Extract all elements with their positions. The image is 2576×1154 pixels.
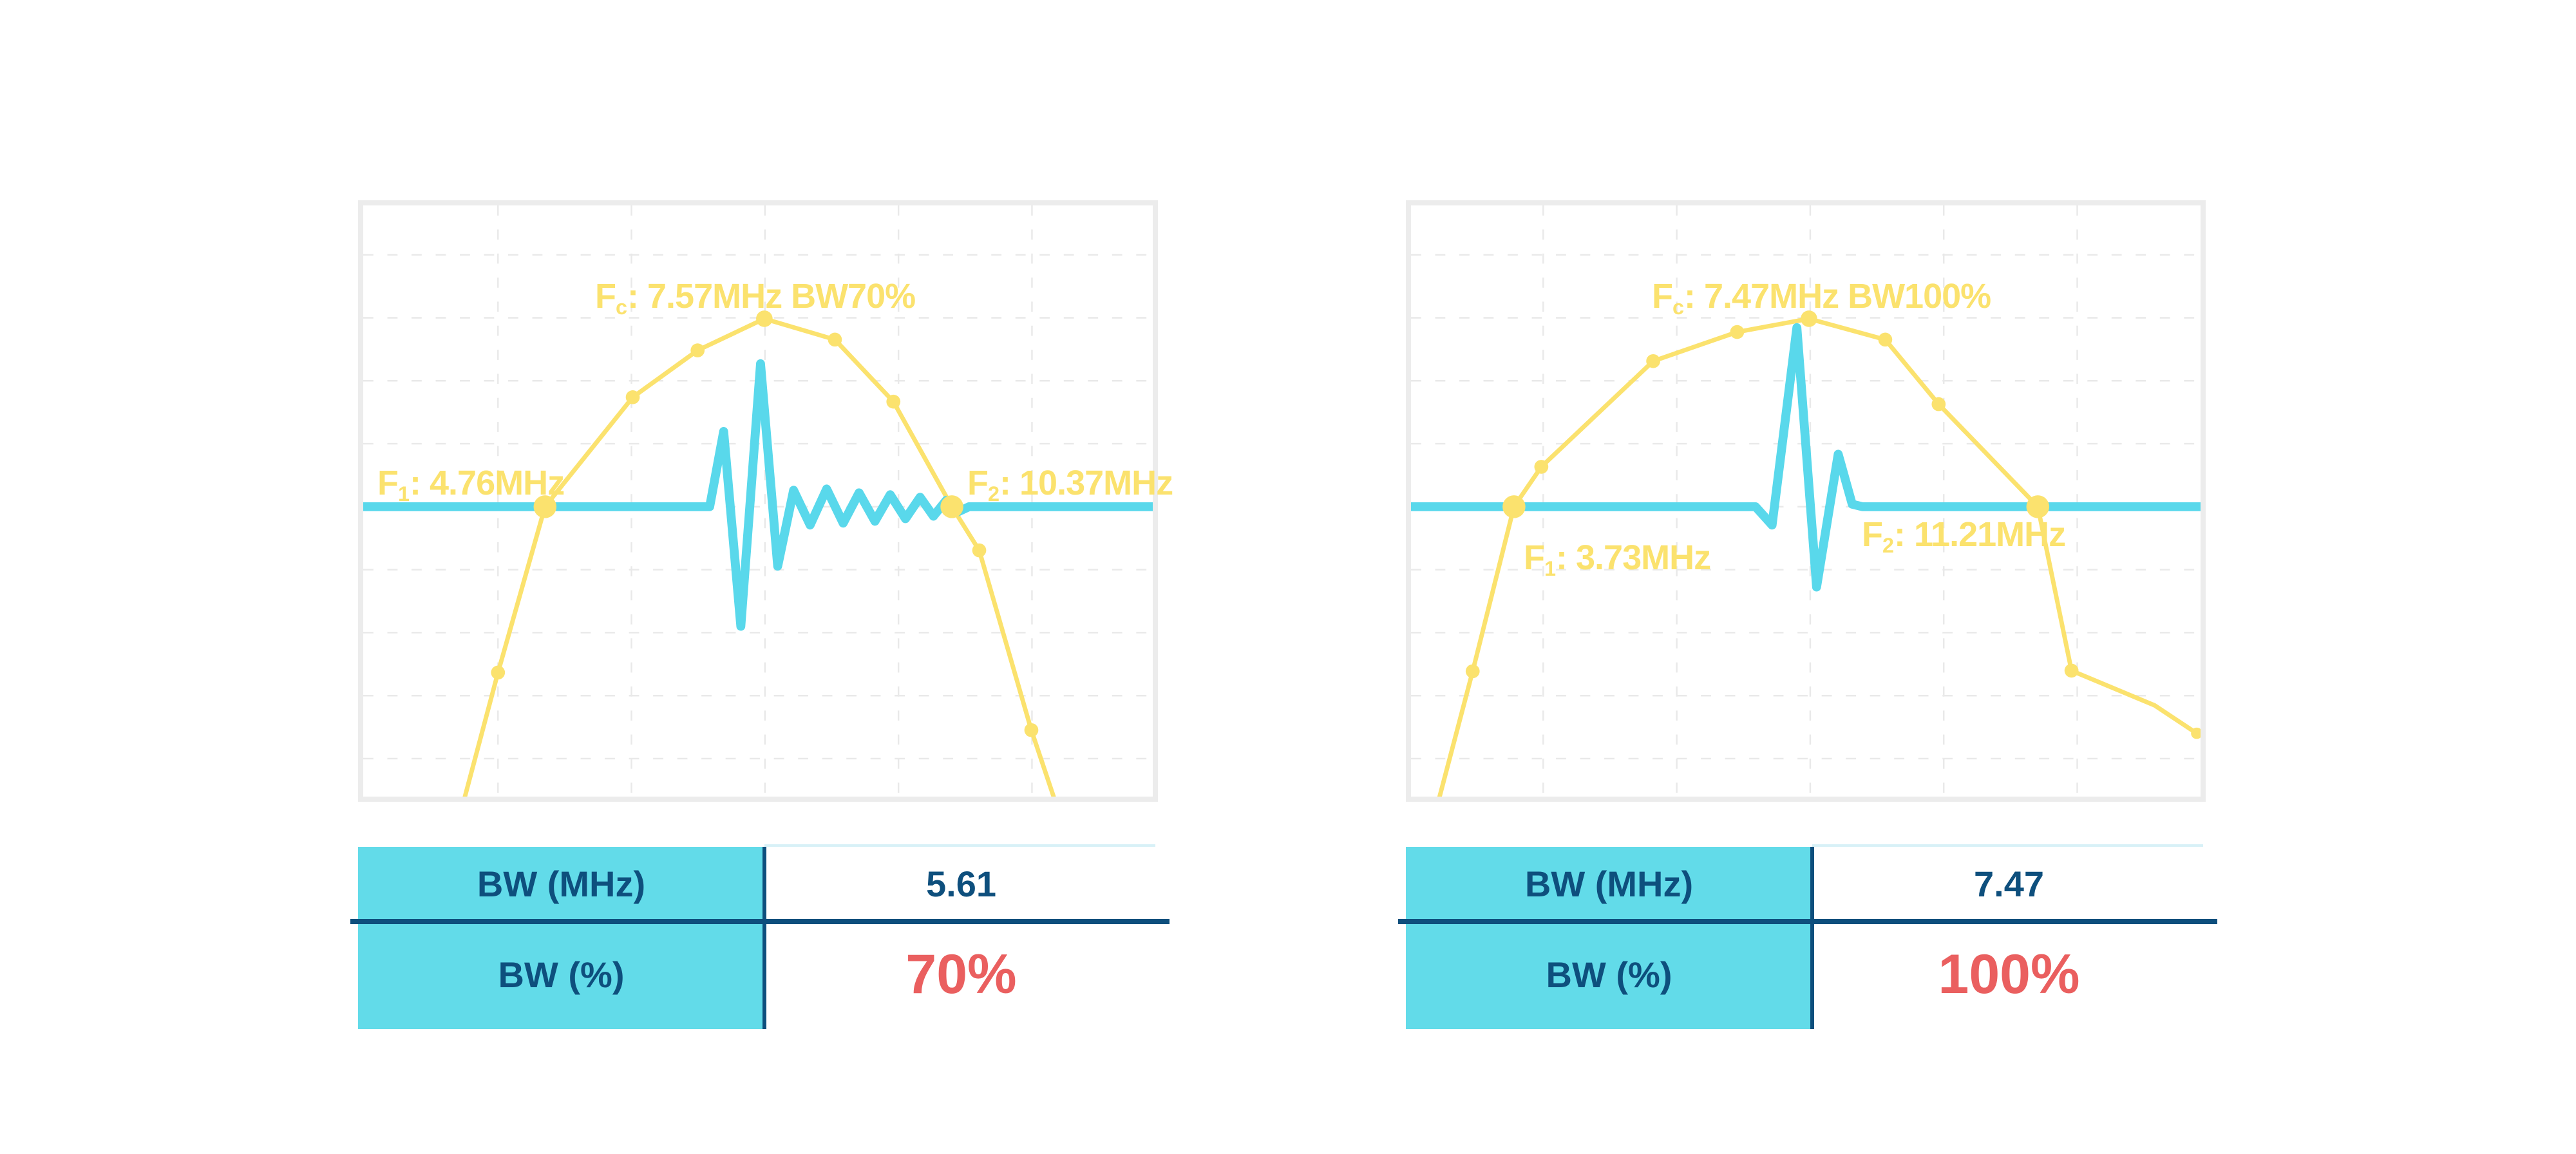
f2-label-rest: : 11.21MHz — [1894, 515, 2066, 554]
f1-label-main: F — [1524, 538, 1545, 577]
bw-pct-value-cell: 70% — [905, 943, 1017, 1005]
f1-label-sub: 1 — [398, 482, 410, 506]
fc-label-sub: c — [1672, 295, 1685, 319]
table-row: BW (MHz) 5.61 — [358, 847, 1158, 920]
f1-annotation: F1: 4.76MHz — [377, 464, 565, 505]
data-point-marker — [1878, 332, 1893, 347]
bw-pct-value-cell: 100% — [1938, 943, 2080, 1005]
fc-annotation: Fc: 7.57MHz BW70% — [595, 277, 916, 319]
f2-label-main: F — [1862, 515, 1883, 554]
bw-mhz-value-cell: 7.47 — [1974, 863, 2044, 904]
f1-label-main: F — [377, 464, 399, 502]
table-top-accent-line — [764, 844, 1155, 847]
data-point-marker — [2191, 727, 2201, 739]
spectrum-pulse-plot-left — [363, 205, 1153, 797]
table-top-accent-line — [1812, 844, 2203, 847]
data-point-marker — [1465, 664, 1480, 679]
bw-mhz-label-cell: BW (MHz) — [1406, 847, 1812, 920]
spectrum-line — [462, 316, 1056, 797]
bw-table-left: BW (MHz) 5.61 BW (%) 70% — [350, 844, 1170, 1029]
chart-panel-left: Fc: 7.57MHz BW70% F1: 4.76MHz F2: 10.37M… — [358, 200, 1173, 802]
f2-annotation: F2: 11.21MHz — [1862, 515, 2066, 557]
table-column-divider — [1810, 847, 1814, 1029]
bw-mhz-value-cell: 5.61 — [926, 863, 996, 904]
data-point-marker — [491, 665, 506, 680]
f2-label-rest: : 10.37MHz — [999, 464, 1173, 502]
fc-label-main: F — [595, 277, 616, 316]
data-point-marker — [1801, 310, 1817, 327]
f1-label-rest: : 3.73MHz — [1556, 538, 1711, 577]
data-point-marker — [1024, 723, 1039, 737]
data-point-marker — [756, 310, 773, 327]
data-point-marker — [1931, 397, 1946, 411]
table-column-divider — [762, 847, 766, 1029]
data-point-marker — [1534, 460, 1549, 474]
data-point-marker — [1502, 495, 1526, 518]
table-row: BW (%) 70% — [358, 920, 1158, 1029]
f2-label-sub: 2 — [988, 482, 1000, 506]
data-point-marker — [690, 343, 705, 357]
data-point-marker — [1646, 354, 1660, 368]
data-point-marker — [2064, 663, 2079, 678]
pulse-line — [1411, 323, 2201, 592]
table-row: BW (MHz) 7.47 — [1406, 847, 2206, 920]
f2-label-sub: 2 — [1882, 533, 1895, 557]
spectrum-pulse-plot-right — [1411, 205, 2201, 797]
table-row-divider — [1398, 919, 2217, 924]
data-point-marker — [1730, 325, 1745, 339]
chart-panel-right: Fc: 7.47MHz BW100% F1: 3.73MHz F2: 11.21… — [1406, 200, 2206, 802]
f2-label-main: F — [967, 464, 989, 502]
data-point-marker — [2026, 495, 2050, 518]
bw-pct-label-cell: BW (%) — [358, 920, 764, 1029]
f1-annotation: F1: 3.73MHz — [1524, 538, 1711, 580]
table-row: BW (%) 100% — [1406, 920, 2206, 1029]
fc-annotation: Fc: 7.47MHz BW100% — [1652, 277, 1991, 319]
bw-table-right: BW (MHz) 7.47 BW (%) 100% — [1398, 844, 2217, 1029]
bw-pct-label-cell: BW (%) — [1406, 920, 1812, 1029]
data-point-marker — [533, 495, 557, 518]
data-point-marker — [940, 495, 963, 518]
bw-mhz-label-cell: BW (MHz) — [358, 847, 764, 920]
data-point-marker — [886, 394, 901, 409]
fc-label-main: F — [1652, 277, 1673, 316]
f2-annotation: F2: 10.37MHz — [967, 464, 1173, 505]
f1-label-sub: 1 — [1544, 556, 1557, 580]
table-row-divider — [350, 919, 1170, 924]
fc-label-rest: : 7.47MHz BW100% — [1684, 277, 1991, 316]
data-point-marker — [972, 543, 987, 558]
fc-label-rest: : 7.57MHz BW70% — [627, 277, 916, 316]
data-point-marker — [828, 332, 842, 347]
fc-label-sub: c — [616, 295, 628, 319]
f1-label-rest: : 4.76MHz — [410, 464, 565, 502]
data-point-marker — [625, 390, 640, 404]
